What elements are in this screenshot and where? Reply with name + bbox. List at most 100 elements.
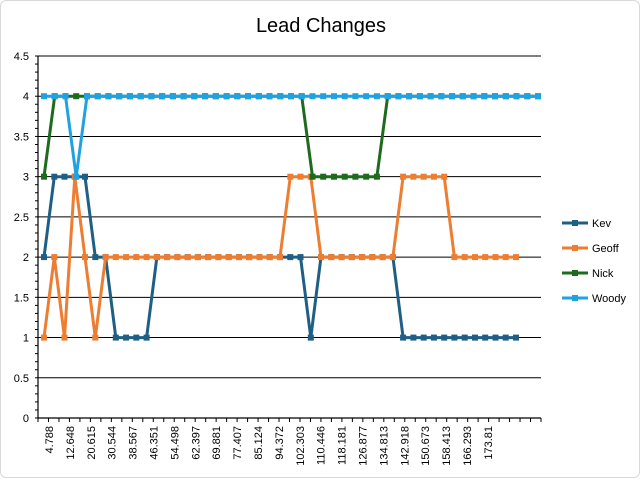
data-point-woody bbox=[159, 93, 166, 100]
series-geoff bbox=[41, 173, 519, 341]
data-point-woody bbox=[384, 93, 391, 100]
data-point-woody bbox=[223, 93, 230, 100]
data-point-woody bbox=[180, 93, 187, 100]
data-point-nick bbox=[363, 173, 370, 180]
data-point-geoff bbox=[318, 254, 324, 261]
x-tick-label: 110.446 bbox=[316, 426, 328, 465]
data-point-woody bbox=[481, 93, 488, 100]
data-point-woody bbox=[363, 93, 370, 100]
data-point-geoff bbox=[41, 334, 47, 341]
y-tick-label: 1 bbox=[23, 333, 29, 345]
data-point-woody bbox=[331, 93, 337, 100]
data-point-kev bbox=[61, 173, 68, 180]
x-tick-label: 4.788 bbox=[44, 426, 56, 454]
data-point-geoff bbox=[379, 254, 386, 261]
data-point-geoff bbox=[513, 254, 519, 261]
x-tick-label: 173.81 bbox=[483, 426, 495, 460]
data-point-geoff bbox=[184, 254, 191, 261]
legend-swatch-marker bbox=[572, 295, 578, 301]
data-point-woody bbox=[513, 93, 520, 100]
data-point-woody bbox=[352, 93, 359, 100]
y-tick-label: 0.5 bbox=[14, 373, 29, 385]
y-tick-label: 3 bbox=[23, 172, 29, 184]
data-point-woody bbox=[73, 173, 80, 180]
x-tick-label: 77.407 bbox=[232, 426, 244, 460]
data-point-geoff bbox=[420, 173, 427, 180]
chart-title: Lead Changes bbox=[256, 15, 386, 37]
data-point-geoff bbox=[174, 254, 181, 261]
data-point-geoff bbox=[277, 254, 283, 261]
data-point-nick bbox=[373, 173, 380, 180]
data-point-geoff bbox=[441, 173, 448, 180]
legend-label: Kev bbox=[592, 218, 611, 230]
data-point-kev bbox=[143, 334, 150, 341]
data-point-nick bbox=[331, 173, 337, 180]
data-point-woody bbox=[84, 93, 90, 100]
data-point-woody bbox=[492, 93, 498, 100]
data-point-geoff bbox=[266, 254, 273, 261]
data-point-woody bbox=[309, 93, 316, 100]
data-point-geoff bbox=[143, 254, 150, 261]
x-tick-label: 38.567 bbox=[128, 426, 140, 460]
data-point-woody bbox=[341, 93, 348, 100]
x-tick-label: 142.918 bbox=[399, 426, 411, 466]
data-point-woody bbox=[137, 93, 144, 100]
data-point-woody bbox=[62, 93, 69, 100]
data-point-woody bbox=[395, 93, 402, 100]
data-point-woody bbox=[449, 93, 456, 100]
legend-label: Woody bbox=[592, 293, 627, 305]
data-point-geoff bbox=[369, 254, 376, 261]
data-point-woody bbox=[298, 93, 305, 100]
x-tick-label: 54.498 bbox=[169, 426, 181, 460]
data-point-woody bbox=[535, 93, 541, 100]
x-tick-label: 62.397 bbox=[190, 426, 202, 460]
legend-swatch-marker bbox=[572, 270, 578, 276]
data-point-kev bbox=[461, 334, 468, 341]
data-point-kev bbox=[51, 173, 58, 180]
data-point-woody bbox=[245, 93, 251, 100]
series-lines bbox=[41, 93, 541, 341]
y-tick-label: 2 bbox=[23, 252, 29, 264]
data-point-geoff bbox=[410, 173, 417, 180]
x-tick-label: 12.648 bbox=[65, 426, 77, 460]
data-point-geoff bbox=[82, 254, 88, 261]
series-woody bbox=[41, 93, 541, 180]
data-point-woody bbox=[51, 93, 58, 100]
data-point-kev bbox=[400, 334, 407, 341]
x-tick-label: 150.673 bbox=[420, 426, 432, 466]
data-point-geoff bbox=[153, 254, 160, 261]
data-point-woody bbox=[470, 93, 477, 100]
data-point-geoff bbox=[451, 254, 458, 261]
legend-item-nick: Nick bbox=[562, 268, 614, 280]
data-point-kev bbox=[492, 334, 499, 341]
data-point-kev bbox=[513, 334, 519, 341]
data-point-kev bbox=[112, 334, 119, 341]
data-point-kev bbox=[123, 334, 130, 341]
data-point-geoff bbox=[256, 254, 263, 261]
data-point-woody bbox=[94, 93, 101, 100]
x-tick-label: 69.881 bbox=[211, 426, 223, 460]
y-tick-label: 3.5 bbox=[14, 131, 29, 143]
data-point-woody bbox=[116, 93, 123, 100]
data-point-geoff bbox=[51, 254, 58, 261]
data-point-woody bbox=[438, 93, 445, 100]
data-point-kev bbox=[92, 254, 99, 261]
data-point-geoff bbox=[61, 334, 68, 341]
gridlines bbox=[38, 55, 541, 419]
data-point-kev bbox=[133, 334, 140, 341]
y-tick-label: 4.5 bbox=[14, 51, 29, 63]
y-tick-label: 2.5 bbox=[14, 212, 29, 224]
data-point-woody bbox=[416, 93, 423, 100]
data-point-geoff bbox=[102, 254, 109, 261]
legend-swatch-marker bbox=[572, 245, 578, 251]
axes: 0 0.5 1 1.5 2 2.5 3 3.5 4 4.5 4.788 12.648 20.615 30.… bbox=[14, 51, 542, 466]
x-tick-label: 166.293 bbox=[462, 426, 474, 466]
data-point-woody bbox=[41, 93, 47, 100]
data-point-geoff bbox=[205, 254, 212, 261]
data-point-woody bbox=[524, 93, 531, 100]
data-point-kev bbox=[502, 334, 509, 341]
data-point-nick bbox=[309, 173, 316, 180]
x-tick-label: 102.303 bbox=[295, 426, 307, 466]
x-tick-label: 30.544 bbox=[107, 426, 119, 460]
